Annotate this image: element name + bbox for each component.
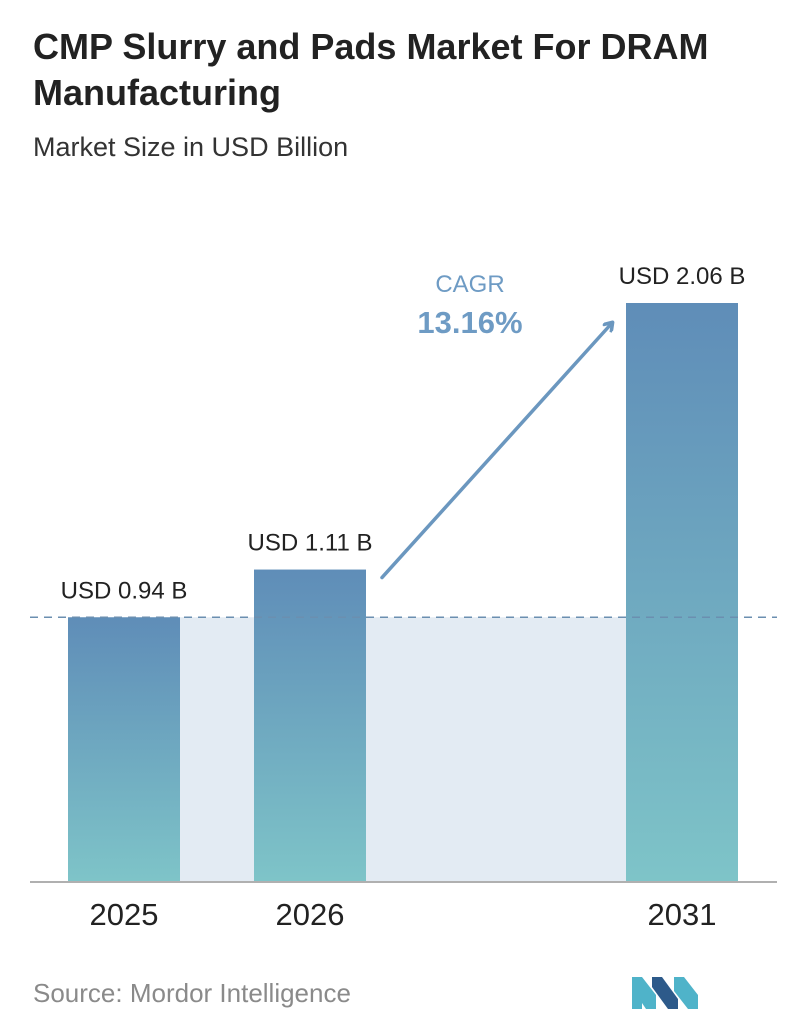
bar-2026 [254,569,366,881]
band-between-bars [180,617,254,881]
chart-title: CMP Slurry and Pads Market For DRAM Manu… [33,26,709,113]
cagr-label: CAGR [435,271,504,298]
source-text: Source: Mordor Intelligence [33,978,351,1008]
band-between-bars [366,617,626,881]
cagr-arrow [380,323,612,580]
value-label-2025: USD 0.94 B [61,577,188,604]
x-tick-label-2031: 2031 [648,897,717,932]
bar-2025 [68,617,180,881]
x-tick-label-2026: 2026 [276,897,345,932]
x-tick-label-2025: 2025 [90,897,159,932]
bar-chart: USD 0.94 B USD 1.11 B USD 2.06 B 2025 2026 2… [30,263,777,932]
cagr-value: 13.16% [417,305,522,340]
mordor-intelligence-logo-icon [632,977,698,1009]
value-label-2026: USD 1.11 B [248,530,373,557]
value-label-2031: USD 2.06 B [619,263,746,290]
chart-subtitle: Market Size in USD Billion [33,132,349,162]
bar-2031 [626,303,738,881]
